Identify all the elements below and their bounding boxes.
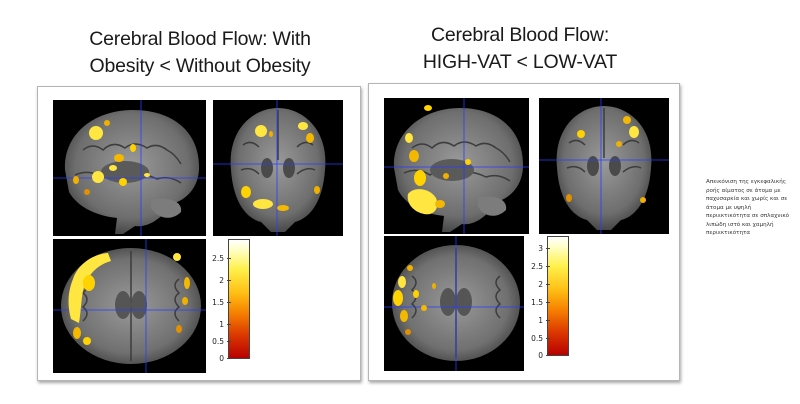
colorbar-tick: 0 (210, 355, 231, 363)
axial-view-right (384, 236, 524, 371)
colorbar-tick: 3 (529, 245, 550, 253)
sagittal-view-left (53, 100, 206, 236)
figure-panel-left: 2.5 2 1.5 1 0.5 0 (37, 86, 361, 381)
coronal-view-left (213, 100, 343, 236)
title-right-line1: Cerebral Blood Flow: (430, 24, 610, 46)
sagittal-view-right (384, 98, 529, 234)
colorbar-right: 3 2.5 2 1.5 1 0.5 0 (529, 236, 589, 360)
colorbar-tick: 2.5 (529, 263, 550, 271)
colorbar-tick: 0.5 (210, 338, 231, 346)
colorbar-tick: 2 (529, 281, 550, 289)
colorbar-tick: 1 (210, 321, 231, 329)
colorbar-gradient-left (228, 239, 250, 359)
figure-title-left: Cerebral Blood Flow: With Obesity < With… (40, 26, 360, 80)
colorbar-tick: 2.5 (210, 255, 231, 263)
colorbar-tick: 2 (210, 277, 231, 285)
title-left-line1: Cerebral Blood Flow: With (89, 28, 311, 50)
axial-view-left (53, 239, 206, 373)
colorbar-tick: 0.5 (529, 335, 550, 343)
coronal-view-right (539, 98, 669, 234)
colorbar-tick: 1.5 (210, 299, 231, 307)
title-right-line2: HIGH-VAT < LOW-VAT (422, 51, 618, 73)
colorbar-gradient-right (547, 236, 569, 356)
colorbar-left: 2.5 2 1.5 1 0.5 0 (210, 239, 270, 363)
colorbar-tick: 1 (529, 317, 550, 325)
colorbar-tick: 0 (529, 352, 550, 360)
figure-title-right: Cerebral Blood Flow: HIGH-VAT < LOW-VAT (365, 22, 675, 76)
figure-caption: Απεικόνιση της εγκεφαλικής ροής αίματος … (706, 179, 790, 236)
title-left-line2: Obesity < Without Obesity (89, 55, 311, 77)
figure-panel-right: 3 2.5 2 1.5 1 0.5 0 (368, 83, 680, 381)
colorbar-tick: 1.5 (529, 299, 550, 307)
